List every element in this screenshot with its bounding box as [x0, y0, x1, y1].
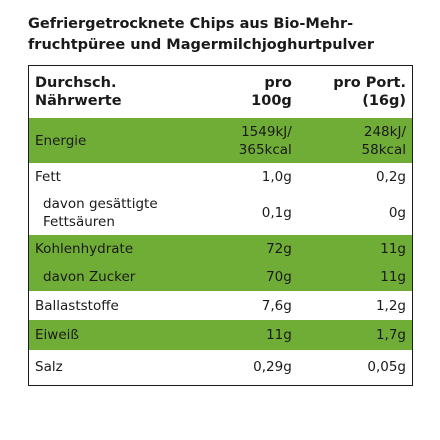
- label: Salz: [35, 359, 63, 376]
- value: 0,2g: [375, 168, 406, 185]
- value: 72g: [210, 235, 298, 262]
- title: Gefriergetrocknete Chips aus Bio-Mehr- f…: [28, 16, 374, 53]
- value: 0,05g: [367, 359, 406, 376]
- value: 1549kJ/ 365kcal: [210, 118, 298, 163]
- value: 248kJ/ 58kcal: [297, 118, 413, 163]
- row: Fett 1,0g 0,2g: [29, 163, 413, 190]
- row: Salz 0,29g 0,05g: [29, 350, 413, 385]
- row: Energie 1549kJ/ 365kcal 248kJ/ 58kcal: [28, 118, 413, 163]
- label: davon Zucker: [28, 262, 211, 291]
- value: 70g: [210, 262, 298, 291]
- value: 11g: [210, 320, 298, 350]
- value: 11g: [297, 262, 413, 291]
- row: davon gesättigte Fettsäuren 0,1g 0g: [29, 190, 413, 235]
- value: 1,0g: [261, 168, 292, 185]
- label: Kohlenhydrate: [28, 235, 211, 262]
- row: Eiweiß 11g 1,7g: [28, 320, 413, 350]
- value: 0g: [388, 204, 406, 221]
- row: Kohlenhydrate 72g 11g: [28, 235, 413, 262]
- label: davon gesättigte Fettsäuren: [43, 195, 158, 230]
- label: Fett: [35, 168, 61, 185]
- value: 7,6g: [261, 297, 292, 314]
- value: 0,1g: [261, 204, 292, 221]
- header-cell: pro Port. (16g): [333, 75, 406, 109]
- value: 11g: [297, 235, 413, 262]
- value: 1,2g: [375, 297, 406, 314]
- label: Energie: [28, 118, 211, 163]
- value: 1,7g: [297, 320, 413, 350]
- label: Ballaststoffe: [35, 297, 119, 314]
- value: 0,29g: [253, 359, 292, 376]
- row: davon Zucker 70g 11g: [28, 262, 413, 291]
- label: Eiweiß: [28, 320, 211, 350]
- header-row: Durchsch. Nährwerte pro 100g pro Port. (…: [29, 66, 413, 119]
- row: Ballaststoffe 7,6g 1,2g: [29, 291, 413, 320]
- nutrition-table: Durchsch. Nährwerte pro 100g pro Port. (…: [28, 65, 413, 386]
- header-cell: pro 100g: [251, 75, 292, 109]
- header-cell: Durchsch. Nährwerte: [35, 75, 122, 109]
